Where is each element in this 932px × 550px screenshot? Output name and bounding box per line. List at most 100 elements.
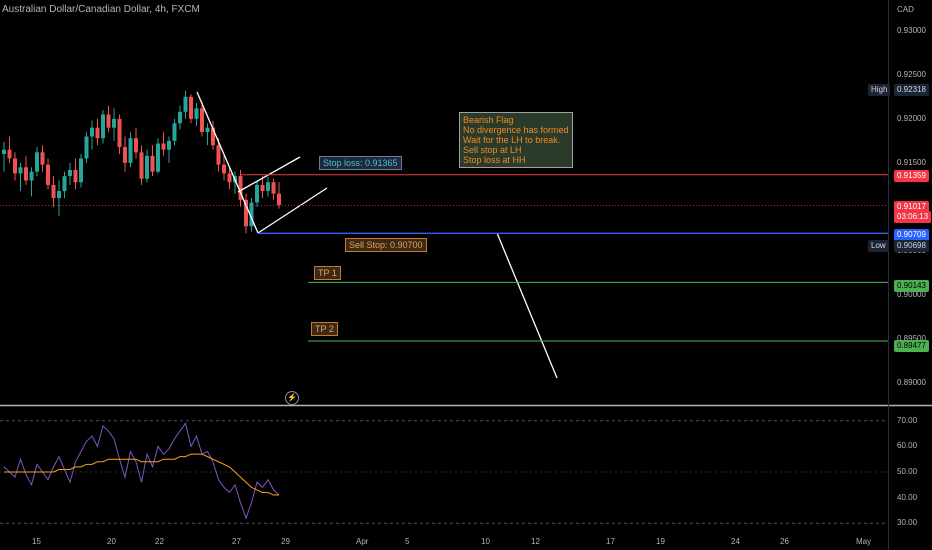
tp2-label[interactable]: TP 2: [311, 322, 338, 336]
date-tick-label: 19: [656, 537, 665, 546]
rsi-tick-label: 40.00: [897, 492, 918, 502]
candle-body: [178, 111, 182, 124]
candle-body: [277, 193, 281, 206]
candle-body: [139, 152, 144, 179]
low-value-tag: 0.90698: [894, 240, 929, 252]
candle-body: [183, 96, 188, 112]
candles-layer: [2, 90, 281, 234]
rsi-panel: [0, 420, 888, 524]
candle-body: [216, 145, 221, 165]
projection-line[interactable]: [496, 232, 558, 379]
price-tick-label: 0.93000: [897, 25, 926, 35]
price-tick-label: 0.89000: [897, 377, 926, 387]
candle-body: [145, 155, 149, 179]
rsi-ma-line: [4, 453, 279, 496]
rsi-tick-label: 30.00: [897, 518, 918, 528]
price-tick-label: 0.92000: [897, 113, 926, 123]
date-tick-label: Apr: [356, 537, 369, 546]
candle-body: [84, 136, 89, 159]
candle-body: [227, 173, 232, 183]
candle-body: [29, 171, 34, 181]
note-line: No divergence has formed: [463, 125, 569, 135]
candle-body: [238, 176, 243, 200]
lightning-icon[interactable]: ⚡: [285, 391, 299, 405]
date-tick-label: 29: [281, 537, 290, 546]
sell-stop-label[interactable]: Sell Stop: 0.90700: [345, 238, 427, 252]
stop-loss-label[interactable]: Stop loss: 0.91365: [319, 156, 402, 170]
tp1-label[interactable]: TP 1: [314, 266, 341, 280]
candle-body: [79, 158, 83, 183]
candle-body: [244, 199, 248, 227]
candle-body: [260, 184, 265, 192]
date-tick-label: 20: [107, 537, 116, 546]
countdown-tag: 03:06:13: [894, 211, 932, 223]
flag-pole-line[interactable]: [196, 91, 259, 234]
note-line: Stop loss at HH: [463, 155, 526, 165]
candle-body: [205, 127, 210, 133]
candle-body: [117, 118, 122, 148]
price-tick-label: 0.91500: [897, 157, 926, 167]
candle-body: [134, 138, 138, 153]
sell-value-tag: 0.90709: [894, 229, 929, 241]
price-tick-label: 0.89500: [897, 333, 926, 343]
date-tick-label: 15: [32, 537, 41, 546]
candle-body: [150, 155, 155, 172]
bearish-flag-note[interactable]: Bearish Flag No divergence has formed Wa…: [459, 112, 573, 168]
candle-body: [68, 169, 72, 177]
candle-body: [249, 202, 254, 227]
candle-body: [73, 169, 78, 183]
candle-body: [46, 164, 50, 185]
candle-body: [40, 152, 45, 165]
candle-body: [172, 123, 177, 141]
date-tick-label: May: [856, 537, 872, 546]
candle-body: [90, 127, 94, 137]
date-tick-label: 26: [780, 537, 789, 546]
stop-value-tag: 0.91359: [894, 170, 929, 182]
candle-body: [51, 184, 56, 199]
low-label-tag: Low: [868, 240, 889, 252]
last-price-tag: 0.91017: [894, 201, 929, 213]
note-line: Bearish Flag: [463, 115, 514, 125]
rsi-tick-label: 50.00: [897, 467, 918, 476]
candle-body: [222, 164, 226, 174]
candle-body: [101, 114, 105, 139]
candle-body: [7, 149, 12, 159]
candle-body: [106, 114, 111, 128]
note-line: Sell stop at LH: [463, 145, 522, 155]
price-tick-label: 0.90000: [897, 289, 926, 299]
date-tick-label: 12: [531, 537, 540, 546]
candle-body: [18, 167, 23, 174]
note-line: Wait for the LH to break.: [463, 135, 561, 145]
high-value-tag: 0.92318: [894, 84, 929, 96]
date-tick-label: 10: [481, 537, 490, 546]
flag-lower-line[interactable]: [257, 187, 328, 234]
tp1-value-tag: 0.90143: [894, 280, 929, 292]
rsi-tick-label: 60.00: [897, 441, 918, 451]
price-tick-label: 0.92500: [897, 69, 926, 79]
candle-body: [35, 152, 39, 172]
currency-label: CAD: [897, 5, 914, 14]
levels-layer[interactable]: [0, 174, 888, 342]
rsi-tick-label: 70.00: [897, 415, 918, 425]
candle-body: [211, 127, 215, 146]
date-tick-label: 22: [155, 537, 164, 546]
candle-body: [161, 143, 166, 150]
candle-body: [13, 158, 17, 174]
candle-body: [167, 140, 171, 150]
rsi-line: [3, 422, 280, 520]
candle-body: [123, 147, 127, 163]
tp2-value-tag: 0.89477: [894, 340, 929, 352]
candle-body: [200, 108, 204, 133]
candle-body: [95, 127, 100, 139]
candle-body: [62, 176, 67, 192]
candle-body: [57, 191, 61, 199]
candle-body: [156, 143, 160, 172]
candle-body: [112, 118, 116, 128]
candle-body: [255, 184, 259, 203]
candle-body: [266, 182, 270, 192]
candle-body: [271, 182, 276, 194]
symbol-title: Australian Dollar/Canadian Dollar, 4h, F…: [2, 4, 200, 15]
date-tick-label: 5: [405, 537, 410, 546]
